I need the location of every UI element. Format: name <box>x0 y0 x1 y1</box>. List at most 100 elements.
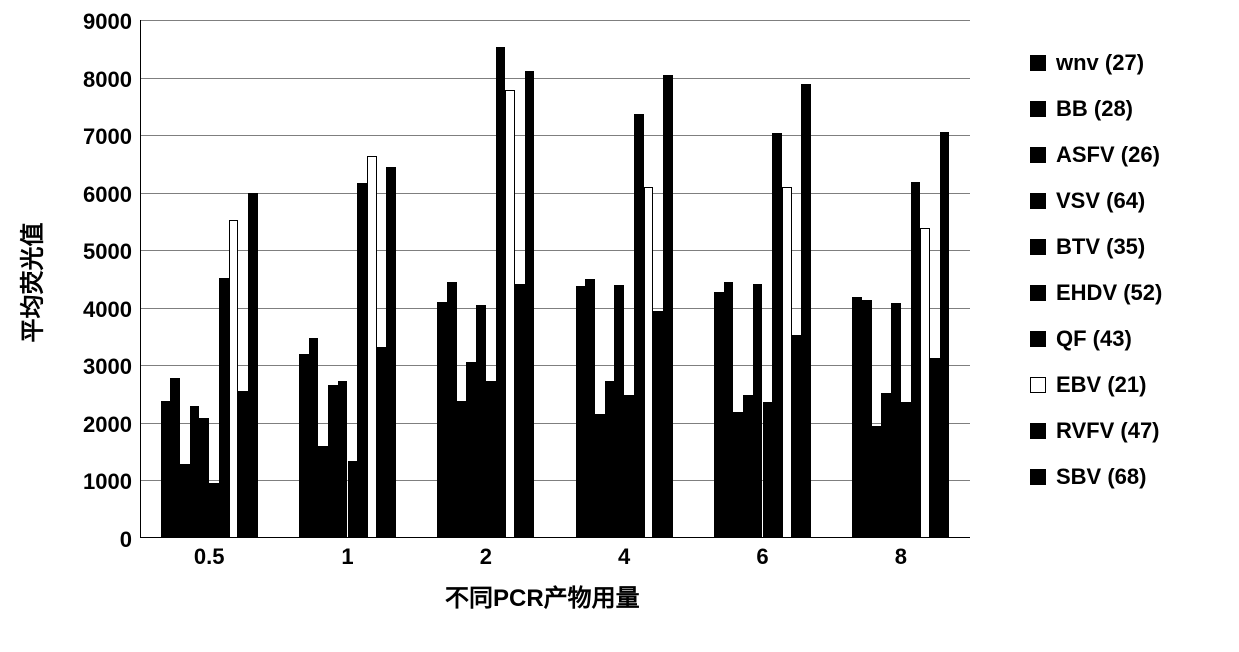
y-tick-label: 5000 <box>62 239 132 265</box>
bar <box>338 381 348 538</box>
legend-label: ASFV (26) <box>1056 142 1160 168</box>
bar <box>624 395 634 538</box>
legend-swatch <box>1030 331 1046 347</box>
bar <box>862 300 872 538</box>
y-tick-label: 4000 <box>62 297 132 323</box>
bar <box>309 338 319 538</box>
bar <box>476 305 486 538</box>
legend-label: QF (43) <box>1056 326 1132 352</box>
bar <box>357 183 367 538</box>
legend-swatch <box>1030 239 1046 255</box>
legend-label: VSV (64) <box>1056 188 1145 214</box>
bar <box>644 187 654 538</box>
legend-label: EHDV (52) <box>1056 280 1162 306</box>
bar <box>505 90 515 538</box>
gridline <box>140 365 970 366</box>
x-tick-label: 6 <box>693 544 831 570</box>
bar <box>801 84 811 538</box>
x-tick-label: 2 <box>417 544 555 570</box>
bar <box>525 71 535 538</box>
gridline <box>140 135 970 136</box>
gridline <box>140 423 970 424</box>
bar <box>634 114 644 538</box>
bar <box>714 292 724 538</box>
legend-label: BB (28) <box>1056 96 1133 122</box>
y-axis-title: 平均荧光值 <box>13 24 48 542</box>
bar <box>576 286 586 538</box>
bar <box>585 279 595 538</box>
gridline <box>140 250 970 251</box>
bar <box>733 412 743 538</box>
legend-item: SBV (68) <box>1030 454 1162 500</box>
bar <box>496 47 506 538</box>
y-tick-label: 3000 <box>62 354 132 380</box>
legend-swatch <box>1030 469 1046 485</box>
y-tick-label: 8000 <box>62 67 132 93</box>
plot-area <box>140 20 970 538</box>
x-tick-label: 8 <box>832 544 970 570</box>
bar <box>229 220 239 538</box>
bar <box>772 133 782 538</box>
bar <box>209 483 219 538</box>
bar <box>930 358 940 538</box>
legend-item: BB (28) <box>1030 86 1162 132</box>
bar <box>348 461 358 538</box>
x-axis-title: 不同PCR产物用量 <box>445 578 640 613</box>
bar <box>248 193 258 538</box>
bar <box>782 187 792 538</box>
bar <box>763 402 773 538</box>
y-tick-label: 7000 <box>62 124 132 150</box>
bar <box>753 284 763 538</box>
y-tick-label: 2000 <box>62 412 132 438</box>
legend-label: RVFV (47) <box>1056 418 1160 444</box>
bar <box>743 395 753 538</box>
bar <box>595 414 605 538</box>
bar <box>792 335 802 538</box>
legend-item: EBV (21) <box>1030 362 1162 408</box>
x-tick-label: 1 <box>278 544 416 570</box>
bar <box>852 297 862 538</box>
bar <box>238 391 248 538</box>
y-axis-line <box>140 20 141 538</box>
gridline <box>140 20 970 21</box>
legend-swatch <box>1030 147 1046 163</box>
bar <box>161 401 171 538</box>
legend-label: SBV (68) <box>1056 464 1146 490</box>
legend-swatch <box>1030 193 1046 209</box>
legend-label: BTV (35) <box>1056 234 1145 260</box>
legend: wnv (27) BB (28) ASFV (26) VSV (64) BTV (35)… <box>1030 40 1162 500</box>
bar <box>881 393 891 538</box>
y-tick-label: 9000 <box>62 9 132 35</box>
bar <box>605 381 615 538</box>
figure: 平均荧光值 0100020003000400050006000700080009… <box>0 0 1239 652</box>
legend-item: ASFV (26) <box>1030 132 1162 178</box>
bar <box>940 132 950 538</box>
bar <box>190 406 200 538</box>
bar <box>367 156 377 538</box>
legend-item: EHDV (52) <box>1030 270 1162 316</box>
bar <box>920 228 930 538</box>
legend-swatch <box>1030 285 1046 301</box>
x-axis-line <box>140 537 970 538</box>
bar <box>653 311 663 538</box>
bar <box>515 284 525 538</box>
bar <box>872 426 882 538</box>
legend-item: wnv (27) <box>1030 40 1162 86</box>
y-tick-label: 0 <box>62 527 132 553</box>
legend-swatch <box>1030 423 1046 439</box>
legend-item: RVFV (47) <box>1030 408 1162 454</box>
y-tick-label: 6000 <box>62 182 132 208</box>
bar <box>170 378 180 538</box>
bar <box>437 302 447 538</box>
bar <box>614 285 624 538</box>
bar <box>663 75 673 538</box>
bar <box>486 381 496 538</box>
gridline <box>140 308 970 309</box>
bar <box>199 418 209 538</box>
legend-swatch <box>1030 101 1046 117</box>
bar <box>328 385 338 538</box>
bar <box>180 464 190 538</box>
legend-swatch <box>1030 377 1046 393</box>
bar <box>377 347 387 538</box>
bar <box>724 282 734 538</box>
